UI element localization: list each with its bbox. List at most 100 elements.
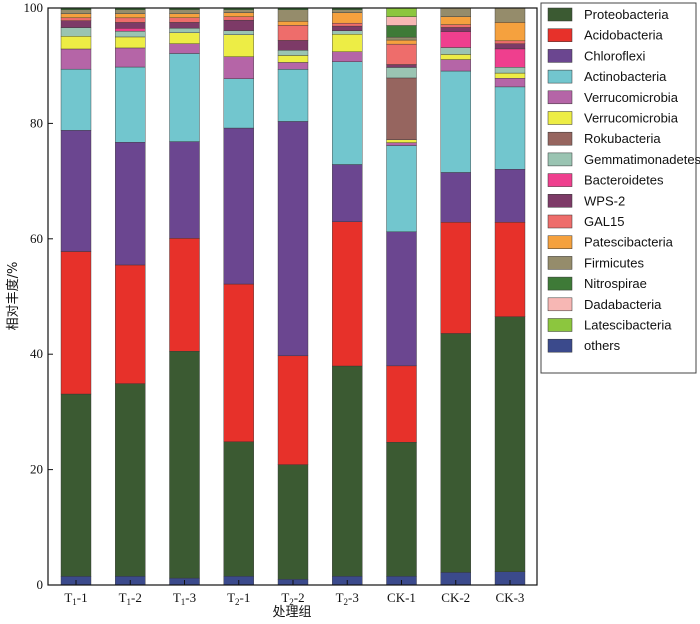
bar-segment <box>115 66 146 143</box>
legend-item: GAL15 <box>547 214 624 229</box>
legend-swatch <box>547 90 573 105</box>
legend-swatch <box>547 194 573 208</box>
bar-stack <box>386 7 417 586</box>
bar-segment <box>332 25 363 31</box>
bar-segment <box>277 21 309 26</box>
bar-segment <box>332 51 363 62</box>
legend-label: Acidobacteria <box>584 28 664 43</box>
x-tick-label: T2-3 <box>336 590 359 607</box>
bar-segment <box>386 7 417 17</box>
y-axis-title: 相对丰度/% <box>5 262 21 331</box>
bar-segment <box>332 221 363 367</box>
bar-segment <box>332 30 363 35</box>
x-tick-label: T2-2 <box>281 590 304 607</box>
bar-segment <box>386 139 417 143</box>
legend-swatch <box>547 131 573 146</box>
bar-segment <box>115 142 146 266</box>
bar-segment <box>332 365 363 577</box>
bar-segment <box>332 9 363 13</box>
bars-layer <box>60 7 526 586</box>
bar-segment <box>223 12 254 17</box>
bar-segment <box>169 141 200 239</box>
legend-label: Rokubacteria <box>584 131 661 146</box>
bar-segment <box>440 222 471 334</box>
bar-segment <box>494 86 526 170</box>
bar-segment <box>277 40 309 51</box>
bar-segment <box>115 17 146 23</box>
legend-swatch <box>547 214 573 229</box>
bar-segment <box>440 54 471 60</box>
legend-swatch <box>547 111 573 125</box>
bar-segment <box>169 9 200 14</box>
x-tick-label: T2-1 <box>227 590 250 607</box>
legend-label: Chloroflexi <box>584 48 646 63</box>
bar-segment <box>440 70 471 173</box>
bar-segment <box>169 351 200 579</box>
bar-segment <box>277 121 309 357</box>
x-tick-label: T1-1 <box>64 590 87 607</box>
x-tick-label: T1-3 <box>173 590 196 607</box>
legend-item: Patescibacteria <box>547 235 674 250</box>
bar-segment <box>494 316 526 572</box>
legend-label: WPS-2 <box>584 193 625 208</box>
bar-stack <box>115 7 146 586</box>
bar-segment <box>386 67 417 79</box>
bar-segment <box>494 67 526 74</box>
legend-label: Gemmatimonadetes <box>584 152 700 167</box>
bar-segment <box>169 32 200 44</box>
bar-segment <box>440 24 471 28</box>
bar-segment <box>494 40 526 44</box>
y-ticks: 0 20 40 60 80 100 <box>24 0 53 592</box>
legend-swatch <box>547 276 573 291</box>
bar-segment <box>223 34 254 57</box>
bar-segment <box>223 16 254 21</box>
legend-swatch <box>547 318 573 332</box>
bar-segment <box>386 64 417 68</box>
legend-item: Proteobacteria <box>547 7 669 22</box>
legend-label: Firmicutes <box>584 255 644 270</box>
legend-swatch <box>547 173 573 187</box>
legend-label: Verrucomicrobia <box>584 111 679 126</box>
bar-segment <box>494 7 526 23</box>
legend-item: Dadabacteria <box>547 297 662 312</box>
bar-segment <box>223 283 254 442</box>
bar-segment <box>440 31 471 48</box>
bar-segment <box>277 62 309 70</box>
bar-stack <box>60 7 92 586</box>
bar-segment <box>60 20 92 28</box>
legend-label: Bacteroidetes <box>584 173 664 188</box>
y-tick-label: 60 <box>30 231 43 246</box>
bar-segment <box>223 56 254 79</box>
bar-segment <box>169 27 200 33</box>
bar-segment <box>223 127 254 285</box>
bar-segment <box>60 393 92 577</box>
x-tick-label: CK-3 <box>496 590 525 605</box>
legend-item: Acidobacteria <box>547 28 664 43</box>
bar-segment <box>60 68 92 131</box>
bar-segment <box>277 69 309 122</box>
bar-segment <box>115 13 146 19</box>
x-tick-label: CK-2 <box>441 590 470 605</box>
bar-segment <box>386 142 417 146</box>
legend-swatch <box>547 152 573 167</box>
bar-segment <box>169 17 200 23</box>
bar-segment <box>60 13 92 19</box>
bar-segment <box>332 164 363 222</box>
bar-segment <box>332 22 363 27</box>
bar-segment <box>386 442 417 577</box>
y-tick-label: 80 <box>30 115 43 130</box>
legend-item: Actinobacteria <box>547 69 667 84</box>
legend-item: Rokubacteria <box>547 131 661 146</box>
bar-stack <box>277 7 309 586</box>
bar-segment <box>386 25 417 38</box>
bar-segment <box>440 27 471 32</box>
y-tick-label: 40 <box>30 346 43 361</box>
legend-swatch <box>547 338 573 353</box>
bar-segment <box>115 47 146 68</box>
x-tick-label: CK-1 <box>387 590 416 605</box>
plot-frame <box>47 7 538 586</box>
bar-segment <box>440 172 471 223</box>
bar-segment <box>115 9 146 14</box>
bar-segment <box>494 43 526 50</box>
